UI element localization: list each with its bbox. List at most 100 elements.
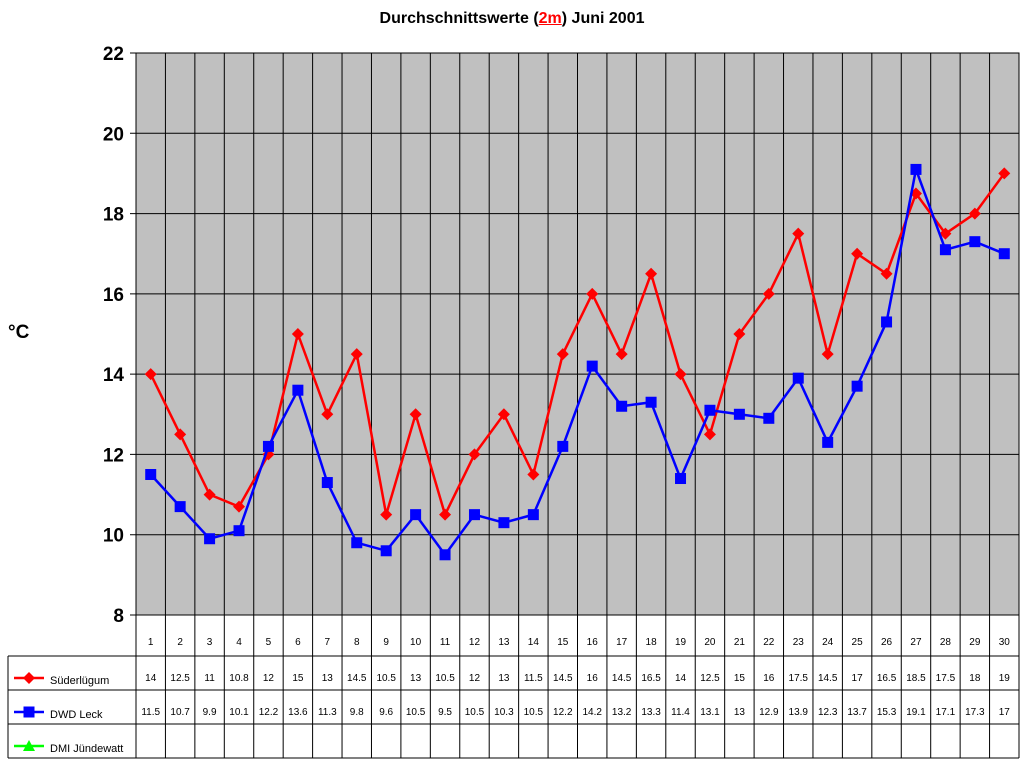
data-point [763, 412, 775, 424]
data-point [822, 436, 834, 448]
data-label: 10.3 [494, 707, 514, 718]
data-point [321, 477, 333, 489]
data-point [998, 167, 1011, 180]
legend-label: DMI Jündewatt [50, 743, 123, 755]
data-point [851, 380, 863, 392]
series-line [149, 172, 1006, 519]
data-point [409, 408, 422, 421]
data-point [733, 408, 745, 420]
x-category-label: 16 [587, 637, 599, 648]
data-label: 10.1 [229, 707, 249, 718]
data-label: 16 [587, 673, 599, 684]
legend-marker [23, 672, 35, 684]
data-label: 14.5 [818, 673, 838, 684]
data-label: 15 [292, 673, 304, 684]
data-point [704, 404, 716, 416]
x-category-label: 5 [266, 637, 272, 648]
data-label: 12.5 [700, 673, 720, 684]
data-point [792, 227, 805, 240]
data-label: 18 [969, 673, 981, 684]
data-point [439, 508, 452, 521]
data-point [527, 468, 540, 481]
y-tick-label: 18 [103, 205, 124, 226]
data-label: 10.5 [376, 673, 396, 684]
data-point [998, 248, 1010, 260]
x-category-label: 8 [354, 637, 360, 648]
data-point [145, 469, 157, 480]
x-category-label: 15 [557, 637, 569, 648]
data-label: 15.3 [877, 707, 897, 718]
x-category-label: 12 [469, 637, 481, 648]
x-category-label: 30 [999, 637, 1011, 648]
data-label: 13.9 [789, 707, 809, 718]
data-point [380, 508, 393, 521]
data-point [733, 328, 746, 340]
data-point [174, 428, 187, 441]
data-label: 12 [263, 673, 275, 684]
data-point [351, 537, 363, 549]
x-category-label: 14 [528, 637, 540, 648]
y-tick-label: 8 [113, 606, 124, 627]
x-category-label: 21 [734, 637, 746, 648]
data-point [968, 207, 981, 220]
data-point [468, 509, 480, 521]
x-category-label: 13 [498, 637, 510, 648]
data-point [910, 163, 922, 175]
data-point [586, 287, 599, 300]
data-label: 12.9 [759, 707, 779, 718]
data-point [615, 348, 628, 361]
data-point [233, 500, 246, 513]
data-label: 13.6 [288, 707, 308, 718]
data-point [380, 545, 392, 557]
data-label: 13.1 [700, 707, 720, 718]
data-label: 13.2 [612, 707, 632, 718]
data-label: 9.6 [379, 707, 393, 718]
data-point [586, 360, 598, 372]
y-tick-label: 22 [103, 44, 124, 65]
x-category-label: 17 [616, 637, 628, 648]
data-point [939, 244, 951, 256]
data-label: 9.9 [203, 707, 217, 718]
data-label: 10.5 [524, 707, 544, 718]
data-label: 11.3 [318, 707, 337, 718]
y-axis-label: °C [8, 322, 30, 343]
x-category-label: 24 [822, 637, 834, 648]
x-category-label: 7 [325, 637, 331, 648]
x-category-label: 25 [852, 637, 864, 648]
data-point [881, 316, 893, 328]
data-point [645, 396, 657, 408]
data-label: 12.3 [818, 707, 838, 718]
data-label: 14.5 [612, 673, 632, 684]
data-label: 13 [734, 707, 746, 718]
y-tick-label: 16 [103, 285, 124, 306]
data-label: 10.7 [170, 707, 190, 718]
legend-label: DWD Leck [50, 709, 103, 721]
chart-title: Durchschnittswerte (2m) Juni 2001 [379, 10, 645, 27]
data-label: 16.5 [641, 673, 661, 684]
data-point [497, 408, 510, 421]
data-label: 11.5 [141, 707, 160, 718]
data-label: 14.5 [347, 673, 367, 684]
x-category-label: 28 [940, 637, 952, 648]
data-label: 14 [675, 673, 687, 684]
data-label: 10.5 [406, 707, 426, 718]
data-point [203, 488, 216, 501]
y-tick-label: 20 [103, 124, 124, 145]
y-tick-label: 10 [103, 526, 124, 547]
data-point [468, 448, 481, 461]
data-label: 17.5 [936, 673, 956, 684]
data-point [645, 267, 658, 280]
x-category-label: 19 [675, 637, 687, 648]
x-category-label: 3 [207, 637, 213, 648]
data-label: 11.4 [671, 707, 690, 718]
data-point [292, 384, 304, 396]
data-point [969, 236, 981, 248]
data-label: 9.8 [350, 707, 364, 718]
data-point [762, 287, 775, 300]
data-label: 13 [498, 673, 510, 684]
data-label: 13.3 [641, 707, 661, 718]
data-point [144, 368, 157, 381]
legend-label: Süderlügum [50, 675, 109, 687]
data-point [291, 328, 304, 340]
